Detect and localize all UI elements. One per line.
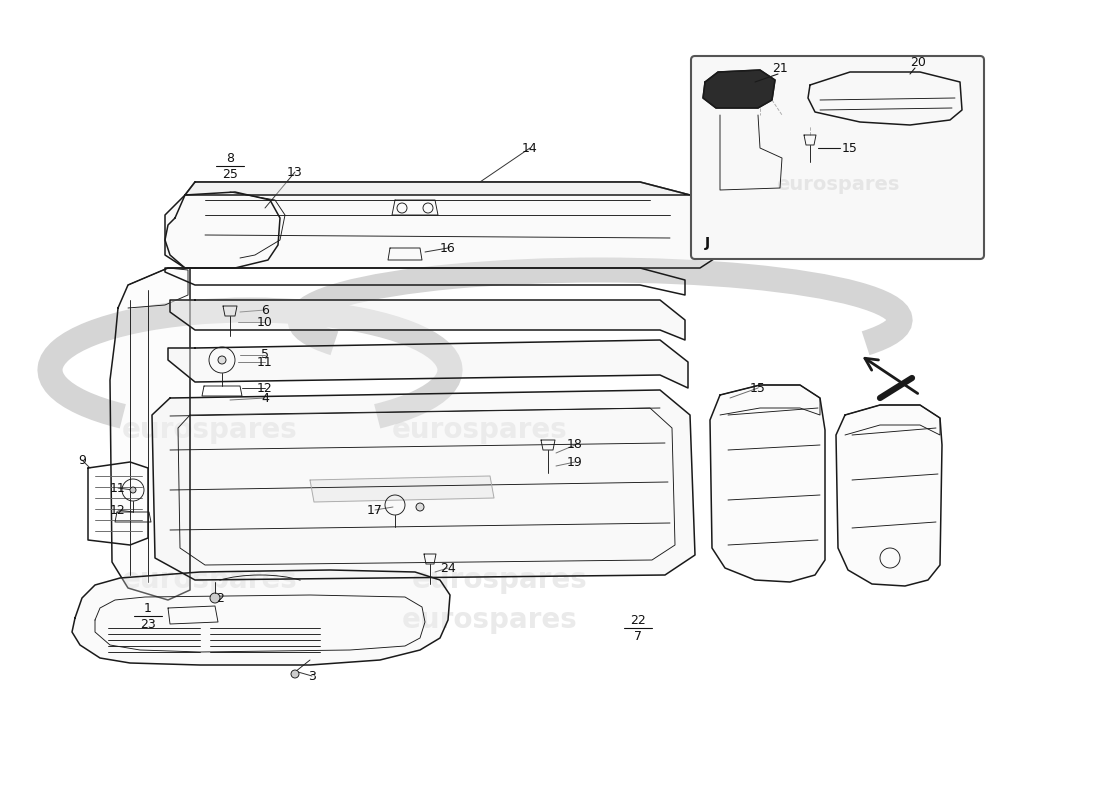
Text: 18: 18 — [568, 438, 583, 451]
Text: 17: 17 — [367, 503, 383, 517]
Text: 23: 23 — [140, 618, 156, 630]
Polygon shape — [836, 405, 942, 586]
FancyBboxPatch shape — [691, 56, 984, 259]
Text: 4: 4 — [261, 391, 268, 405]
Circle shape — [218, 356, 226, 364]
Text: 22: 22 — [630, 614, 646, 626]
Text: 25: 25 — [222, 167, 238, 181]
Polygon shape — [170, 300, 685, 340]
Text: eurospares: eurospares — [122, 566, 298, 594]
Text: 11: 11 — [257, 355, 273, 369]
Text: 21: 21 — [772, 62, 788, 74]
Text: 7: 7 — [634, 630, 642, 642]
Text: 15: 15 — [843, 142, 858, 154]
Polygon shape — [72, 570, 450, 665]
Polygon shape — [152, 390, 695, 580]
Text: 12: 12 — [110, 503, 125, 517]
Polygon shape — [168, 340, 687, 388]
Circle shape — [130, 487, 136, 493]
Text: 2: 2 — [216, 591, 224, 605]
Text: 15: 15 — [750, 382, 766, 394]
Text: 24: 24 — [440, 562, 455, 574]
Text: 20: 20 — [910, 55, 926, 69]
Circle shape — [416, 503, 424, 511]
Polygon shape — [703, 70, 775, 108]
Text: 5: 5 — [261, 349, 270, 362]
Text: 16: 16 — [440, 242, 455, 254]
Text: 8: 8 — [226, 151, 234, 165]
Polygon shape — [165, 182, 720, 268]
Text: eurospares: eurospares — [392, 416, 568, 444]
Polygon shape — [110, 268, 190, 600]
Polygon shape — [310, 476, 494, 502]
Text: eurospares: eurospares — [122, 416, 298, 444]
Text: 14: 14 — [522, 142, 538, 154]
Text: 9: 9 — [78, 454, 86, 466]
Polygon shape — [710, 385, 825, 582]
Polygon shape — [185, 182, 690, 195]
Text: eurospares: eurospares — [412, 566, 587, 594]
Text: 19: 19 — [568, 455, 583, 469]
Text: 3: 3 — [308, 670, 316, 682]
Circle shape — [210, 593, 220, 603]
Text: 13: 13 — [287, 166, 303, 178]
Text: eurospares: eurospares — [777, 175, 900, 194]
Text: 12: 12 — [257, 382, 273, 394]
Text: 6: 6 — [261, 303, 268, 317]
Text: eurospares: eurospares — [403, 606, 578, 634]
Text: 11: 11 — [110, 482, 125, 494]
Circle shape — [292, 670, 299, 678]
Text: J: J — [704, 236, 710, 250]
Text: 1: 1 — [144, 602, 152, 614]
Text: 10: 10 — [257, 315, 273, 329]
